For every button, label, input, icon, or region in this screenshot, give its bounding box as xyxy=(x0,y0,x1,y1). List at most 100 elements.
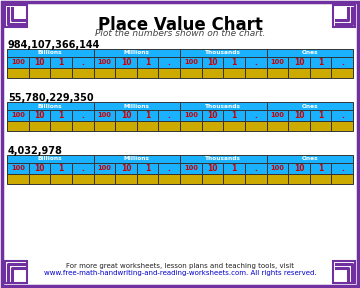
FancyBboxPatch shape xyxy=(266,57,288,67)
FancyBboxPatch shape xyxy=(202,57,223,67)
FancyBboxPatch shape xyxy=(223,57,245,67)
FancyBboxPatch shape xyxy=(5,5,27,27)
FancyBboxPatch shape xyxy=(137,67,158,78)
FancyBboxPatch shape xyxy=(115,173,137,184)
FancyBboxPatch shape xyxy=(310,120,331,131)
Text: 100: 100 xyxy=(270,165,284,171)
Text: 55,780,229,350: 55,780,229,350 xyxy=(8,93,94,103)
FancyBboxPatch shape xyxy=(288,120,310,131)
FancyBboxPatch shape xyxy=(333,5,355,27)
FancyBboxPatch shape xyxy=(137,173,158,184)
Text: 1: 1 xyxy=(58,164,64,173)
FancyBboxPatch shape xyxy=(331,163,353,173)
Text: 100: 100 xyxy=(184,112,198,118)
FancyBboxPatch shape xyxy=(180,67,202,78)
FancyBboxPatch shape xyxy=(331,110,353,120)
Text: 10: 10 xyxy=(34,58,45,67)
Text: Thousands: Thousands xyxy=(205,156,241,162)
FancyBboxPatch shape xyxy=(29,163,50,173)
Text: 10: 10 xyxy=(34,164,45,173)
Text: .: . xyxy=(254,164,257,173)
FancyBboxPatch shape xyxy=(115,120,137,131)
FancyBboxPatch shape xyxy=(180,163,202,173)
Text: 1: 1 xyxy=(231,111,237,120)
Text: 10: 10 xyxy=(121,164,131,173)
Text: 10: 10 xyxy=(34,111,45,120)
Text: .: . xyxy=(254,111,257,120)
FancyBboxPatch shape xyxy=(266,163,288,173)
FancyBboxPatch shape xyxy=(72,120,94,131)
Text: 100: 100 xyxy=(184,165,198,171)
Text: Millions: Millions xyxy=(124,50,150,56)
FancyBboxPatch shape xyxy=(72,173,94,184)
Text: 100: 100 xyxy=(270,59,284,65)
Text: Place Value Chart: Place Value Chart xyxy=(98,16,262,34)
FancyBboxPatch shape xyxy=(223,110,245,120)
Text: 10: 10 xyxy=(121,111,131,120)
Text: Ones: Ones xyxy=(301,156,318,162)
FancyBboxPatch shape xyxy=(223,163,245,173)
Text: 1: 1 xyxy=(231,164,237,173)
FancyBboxPatch shape xyxy=(7,102,94,110)
FancyBboxPatch shape xyxy=(137,163,158,173)
Text: Billions: Billions xyxy=(38,103,63,109)
FancyBboxPatch shape xyxy=(180,120,202,131)
FancyBboxPatch shape xyxy=(7,57,29,67)
FancyBboxPatch shape xyxy=(72,110,94,120)
Text: 10: 10 xyxy=(121,58,131,67)
FancyBboxPatch shape xyxy=(180,102,266,110)
Text: 1: 1 xyxy=(145,111,150,120)
FancyBboxPatch shape xyxy=(245,57,266,67)
Text: 1: 1 xyxy=(318,58,323,67)
Text: 100: 100 xyxy=(11,112,25,118)
Text: 1: 1 xyxy=(231,58,237,67)
FancyBboxPatch shape xyxy=(245,110,266,120)
FancyBboxPatch shape xyxy=(5,261,27,283)
FancyBboxPatch shape xyxy=(333,261,355,283)
FancyBboxPatch shape xyxy=(50,57,72,67)
FancyBboxPatch shape xyxy=(266,120,288,131)
Text: 100: 100 xyxy=(97,59,111,65)
Text: Millions: Millions xyxy=(124,103,150,109)
FancyBboxPatch shape xyxy=(202,163,223,173)
FancyBboxPatch shape xyxy=(115,67,137,78)
FancyBboxPatch shape xyxy=(331,67,353,78)
FancyBboxPatch shape xyxy=(202,120,223,131)
Text: .: . xyxy=(341,164,344,173)
FancyBboxPatch shape xyxy=(158,110,180,120)
FancyBboxPatch shape xyxy=(137,110,158,120)
FancyBboxPatch shape xyxy=(202,110,223,120)
FancyBboxPatch shape xyxy=(115,163,137,173)
Text: 1: 1 xyxy=(318,111,323,120)
FancyBboxPatch shape xyxy=(223,67,245,78)
Text: Billions: Billions xyxy=(38,50,63,56)
Text: Millions: Millions xyxy=(124,156,150,162)
FancyBboxPatch shape xyxy=(94,57,115,67)
Text: 1: 1 xyxy=(58,111,64,120)
FancyBboxPatch shape xyxy=(288,57,310,67)
FancyBboxPatch shape xyxy=(310,67,331,78)
FancyBboxPatch shape xyxy=(50,120,72,131)
FancyBboxPatch shape xyxy=(310,163,331,173)
FancyBboxPatch shape xyxy=(180,173,202,184)
FancyBboxPatch shape xyxy=(266,67,288,78)
FancyBboxPatch shape xyxy=(50,67,72,78)
Text: .: . xyxy=(341,58,344,67)
FancyBboxPatch shape xyxy=(331,173,353,184)
Text: 1: 1 xyxy=(145,164,150,173)
FancyBboxPatch shape xyxy=(29,120,50,131)
FancyBboxPatch shape xyxy=(7,173,29,184)
FancyBboxPatch shape xyxy=(2,2,358,286)
FancyBboxPatch shape xyxy=(94,120,115,131)
FancyBboxPatch shape xyxy=(158,67,180,78)
Text: 100: 100 xyxy=(184,59,198,65)
FancyBboxPatch shape xyxy=(72,67,94,78)
FancyBboxPatch shape xyxy=(331,57,353,67)
Text: For more great worksheets, lesson plans and teaching tools, visit: For more great worksheets, lesson plans … xyxy=(66,263,294,269)
FancyBboxPatch shape xyxy=(331,120,353,131)
Text: www.free-math-handwriting-and-reading-worksheets.com. All rights reserved.: www.free-math-handwriting-and-reading-wo… xyxy=(44,270,316,276)
FancyBboxPatch shape xyxy=(310,57,331,67)
FancyBboxPatch shape xyxy=(310,173,331,184)
Text: 1: 1 xyxy=(318,164,323,173)
FancyBboxPatch shape xyxy=(180,110,202,120)
